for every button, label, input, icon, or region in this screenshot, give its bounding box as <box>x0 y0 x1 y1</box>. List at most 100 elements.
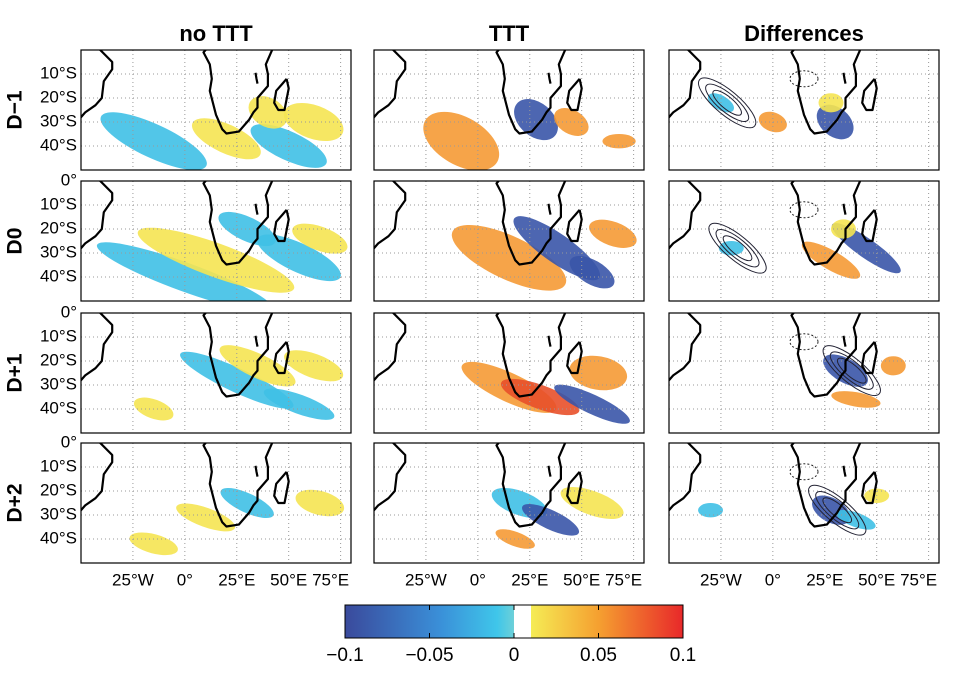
column-title: no TTT <box>179 21 253 46</box>
lat-label: 20°S <box>40 87 77 106</box>
lon-label: 25°W <box>700 570 742 589</box>
row-label: D+1 <box>4 353 27 392</box>
lat-label: 0° <box>61 302 77 321</box>
anomaly-field <box>257 234 341 282</box>
map-content <box>374 50 644 170</box>
lat-label: 40°S <box>40 266 77 285</box>
row-label: D0 <box>4 228 27 255</box>
map-panel <box>668 49 940 171</box>
map-content <box>669 181 939 301</box>
contour <box>698 77 757 129</box>
map-content <box>81 313 351 433</box>
coastline <box>374 50 407 119</box>
contour <box>789 463 819 481</box>
coastline <box>842 335 847 347</box>
anomaly-field <box>514 99 558 141</box>
map-panel <box>373 49 645 171</box>
lat-label: 20°S <box>40 218 77 237</box>
lat-label: 10°S <box>40 326 77 345</box>
lat-label: 0° <box>61 432 77 451</box>
anomaly-field <box>880 356 906 376</box>
coastline <box>273 78 290 112</box>
coastline <box>566 209 583 243</box>
map-content <box>374 313 644 433</box>
contour <box>715 229 760 268</box>
contour <box>789 201 819 219</box>
coastline <box>273 341 290 375</box>
coastline <box>374 181 407 250</box>
coastline <box>547 465 552 477</box>
colorbar-tick-label: 0.1 <box>670 645 696 666</box>
lon-label: 25°W <box>112 570 154 589</box>
panel-frame <box>668 49 940 171</box>
coastline <box>81 50 114 119</box>
anomaly-field <box>129 532 178 556</box>
lat-label: 40°S <box>40 398 77 417</box>
coastline <box>273 471 290 505</box>
coastline <box>842 465 847 477</box>
map-panel <box>668 442 940 564</box>
anomaly-field <box>718 241 744 256</box>
contour <box>836 357 867 384</box>
coastline <box>81 313 114 382</box>
anomaly-field <box>560 486 624 520</box>
panel-frame <box>80 180 352 302</box>
anomaly-field <box>818 93 844 113</box>
anomaly-field <box>602 134 636 149</box>
coastline <box>790 181 862 266</box>
lat-label: 30°S <box>40 111 77 130</box>
anomaly-field <box>698 503 723 518</box>
coastline <box>790 443 862 528</box>
lat-label: 30°S <box>40 242 77 261</box>
map-panel <box>80 49 352 171</box>
lon-label: 25°E <box>806 570 843 589</box>
map-panel <box>80 312 352 434</box>
coastline <box>669 443 702 512</box>
coastline <box>566 471 583 505</box>
map-panel <box>668 312 940 434</box>
coastline <box>861 341 878 375</box>
coastline <box>81 443 114 512</box>
coastline <box>547 72 552 84</box>
anomaly-field <box>522 504 580 536</box>
coastline <box>374 313 407 382</box>
lat-label: 30°S <box>40 374 77 393</box>
coastline <box>861 78 878 112</box>
colorbar <box>344 604 684 639</box>
lon-label: 50°E <box>563 570 600 589</box>
anomaly-field <box>500 378 580 416</box>
lon-label: 25°W <box>405 570 447 589</box>
map-content <box>669 313 939 433</box>
anomaly-field <box>220 487 274 519</box>
contour <box>708 222 767 274</box>
lon-label: 0° <box>470 570 486 589</box>
coastline <box>790 313 862 398</box>
anomaly-field <box>292 223 348 254</box>
panel-frame <box>668 312 940 434</box>
coastline <box>202 50 274 135</box>
lat-label: 10°S <box>40 63 77 82</box>
row-label: D−1 <box>4 90 27 129</box>
map-content <box>669 50 939 170</box>
anomaly-field <box>569 355 628 391</box>
colorbar-tick-label: −0.1 <box>326 645 364 666</box>
anomaly-field <box>569 255 615 289</box>
coastline <box>495 443 567 528</box>
contour <box>822 345 881 396</box>
coastline <box>842 203 847 215</box>
map-content <box>669 443 939 563</box>
lat-label: 40°S <box>40 528 77 547</box>
anomaly-field <box>831 391 881 408</box>
colorbar-tick-label: 0.05 <box>580 645 617 666</box>
coastline <box>566 78 583 112</box>
lat-label: 20°S <box>40 480 77 499</box>
map-panel <box>373 442 645 564</box>
lon-label: 75°E <box>900 570 937 589</box>
coastline <box>547 203 552 215</box>
anomaly-field <box>176 503 236 532</box>
lon-label: 0° <box>765 570 781 589</box>
coastline <box>861 471 878 505</box>
contour <box>789 70 819 88</box>
panel-frame <box>373 180 645 302</box>
